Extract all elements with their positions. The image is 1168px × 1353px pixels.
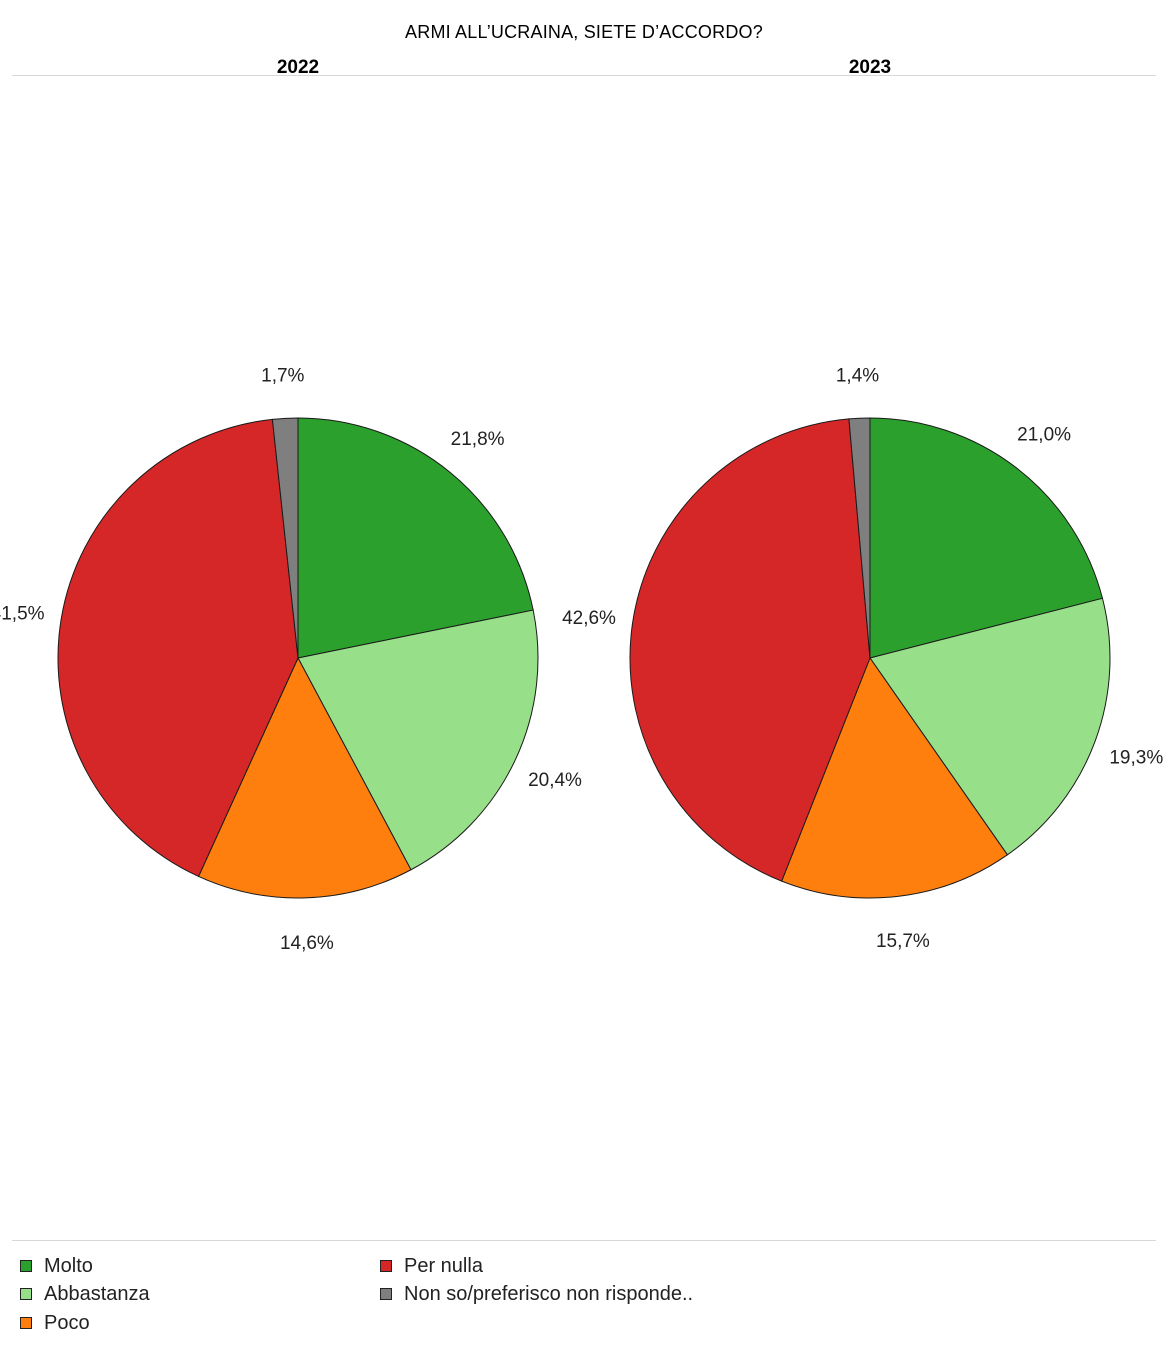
- pie-slice-abbastanza-2022[interactable]: [297, 609, 539, 871]
- slice-label-non-so-2023: 1,4%: [836, 365, 879, 386]
- legend-label-non-so: Non so/preferisco non risponde..: [404, 1282, 694, 1305]
- header-divider: [12, 75, 1156, 76]
- pie-slice-non-so-2022[interactable]: [271, 417, 299, 659]
- legend-swatch-non-so: [380, 1288, 392, 1300]
- pie-2022: 21,8% 20,4% 14,6% 41,5% 1,7%: [0, 365, 582, 954]
- legend-label-per-nulla: Per nulla: [404, 1254, 483, 1277]
- legend-swatch-per-nulla: [380, 1260, 392, 1272]
- pie-2023: 21,0% 19,3% 15,7% 42,6% 1,4%: [562, 365, 1163, 952]
- slice-label-poco-2022: 14,6%: [280, 933, 334, 954]
- slice-label-non-so-2022: 1,7%: [261, 365, 304, 386]
- slice-label-per-nulla-2023: 42,6%: [562, 608, 616, 629]
- slice-label-poco-2023: 15,7%: [876, 931, 930, 952]
- legend-item-per-nulla[interactable]: Per nulla: [380, 1254, 483, 1278]
- pane-header-2023: 2023: [848, 57, 892, 78]
- legend-swatch-poco: [20, 1317, 32, 1329]
- legend-item-non-so[interactable]: Non so/preferisco non risponde..: [380, 1282, 693, 1306]
- slice-label-molto-2023: 21,0%: [1017, 425, 1071, 446]
- chart-title: ARMI ALL’UCRAINA, SIETE D’ACCORDO?: [405, 22, 763, 42]
- legend-swatch-molto: [20, 1260, 32, 1272]
- legend-item-poco[interactable]: Poco: [20, 1311, 90, 1335]
- legend-swatch-abbastanza: [20, 1288, 32, 1300]
- slice-label-molto-2022: 21,8%: [451, 429, 505, 450]
- pie-slice-abbastanza-2023[interactable]: [869, 597, 1111, 856]
- legend-label-abbastanza: Abbastanza: [44, 1282, 150, 1305]
- legend-divider: [12, 1240, 1156, 1241]
- legend-label-molto: Molto: [44, 1254, 93, 1277]
- legend-label-poco: Poco: [44, 1311, 90, 1334]
- pane-header-2022: 2022: [276, 57, 320, 78]
- pie-slice-per-nulla-2023[interactable]: [629, 418, 871, 882]
- legend-item-molto[interactable]: Molto: [20, 1254, 93, 1278]
- pie-slice-molto-2023[interactable]: [869, 417, 1104, 659]
- slice-label-abbastanza-2023: 19,3%: [1109, 748, 1163, 769]
- pie-slice-molto-2022[interactable]: [297, 417, 534, 659]
- pie-slice-poco-2022[interactable]: [197, 656, 412, 899]
- slice-label-per-nulla-2022: 41,5%: [0, 604, 45, 625]
- pie-slice-non-so-2023[interactable]: [848, 417, 871, 659]
- pie-slice-poco-2023[interactable]: [781, 656, 1009, 899]
- pie-slice-per-nulla-2022[interactable]: [57, 418, 299, 878]
- slice-label-abbastanza-2022: 20,4%: [528, 770, 582, 791]
- legend-item-abbastanza[interactable]: Abbastanza: [20, 1282, 150, 1306]
